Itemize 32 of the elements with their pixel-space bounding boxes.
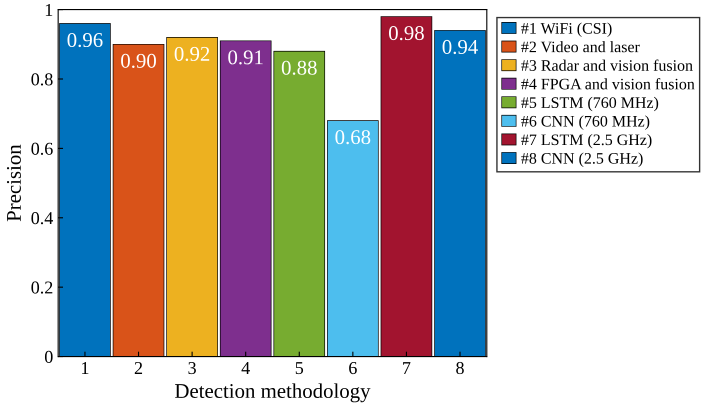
data-label: 0.94 bbox=[442, 40, 478, 54]
y-tick-label: 1 bbox=[46, 4, 52, 16]
x-tick-label: 7 bbox=[403, 362, 410, 374]
y-tick-label: 0.6 bbox=[31, 142, 53, 155]
legend-label: #6 CNN (760 MHz) bbox=[521, 115, 650, 130]
legend-label: #7 LSTM (2.5 GHz) bbox=[521, 134, 652, 148]
data-label: 0.91 bbox=[228, 50, 263, 64]
data-label: 0.92 bbox=[174, 46, 210, 62]
legend-label: #4 FPGA and vision fusion bbox=[521, 78, 695, 90]
y-tick-label: 0.4 bbox=[31, 212, 54, 224]
data-label: 0.68 bbox=[335, 130, 370, 144]
x-tick-label: 8 bbox=[456, 362, 464, 374]
y-tick-label: 0.2 bbox=[31, 281, 52, 294]
x-tick-label: 3 bbox=[188, 362, 196, 374]
legend-label: #1 WiFi (CSI) bbox=[521, 22, 612, 37]
x-tick-label: 4 bbox=[242, 362, 250, 374]
y-tick-label: 0.8 bbox=[31, 73, 53, 86]
x-tick-label: 1 bbox=[82, 362, 88, 374]
x-tick-label: 2 bbox=[134, 362, 142, 374]
x-axis-title: Detection methodology bbox=[175, 383, 370, 402]
data-label: 0.90 bbox=[121, 54, 156, 68]
data-label: 0.96 bbox=[68, 32, 103, 48]
data-label: 0.88 bbox=[282, 60, 317, 75]
y-axis-title: Precision bbox=[6, 144, 21, 222]
data-label: 0.98 bbox=[389, 26, 424, 40]
x-tick-label: 6 bbox=[349, 362, 357, 374]
legend-label: #2 Video and laser bbox=[521, 41, 640, 52]
legend-label: #3 Radar and vision fusion bbox=[521, 59, 693, 71]
y-tick-label: 0 bbox=[44, 350, 53, 363]
legend-label: #8 CNN (2.5 GHz) bbox=[521, 152, 643, 167]
legend-label: #5 LSTM (760 MHz) bbox=[521, 96, 658, 112]
x-tick-label: 5 bbox=[296, 362, 304, 374]
